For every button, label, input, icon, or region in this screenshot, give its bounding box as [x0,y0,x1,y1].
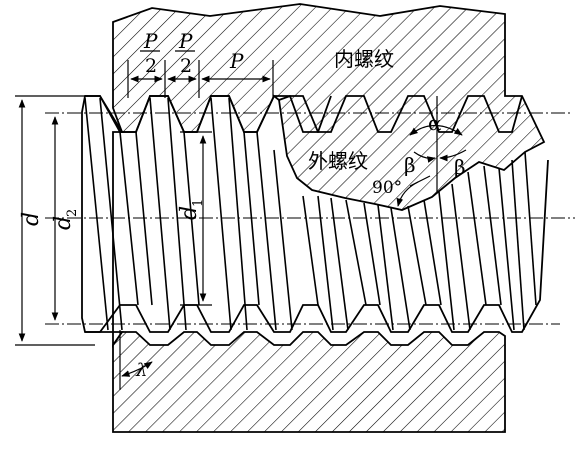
pitch-label: P [229,49,244,73]
alpha-label: α [428,111,442,135]
external-thread-label: 外螺纹 [308,149,368,173]
minor-diameter-label: d 1 [177,199,206,220]
internal-thread-label: 内螺纹 [334,47,394,71]
lead-angle-annotation [119,330,153,390]
beta-left-label: β [404,153,416,177]
pitch-half-denominator-1: 2 [145,55,157,77]
nut-upper-teeth-right [278,95,523,133]
major-diameter-label: d [19,212,44,226]
right-angle-label: 90° [372,178,402,198]
pitch-half-numerator-1: P [143,29,158,53]
pitch-diameter-base: d [51,216,76,230]
bolt-bottom-profile [85,159,549,333]
nut-lower-section [112,331,506,433]
pitch-diameter-label: d 2 [51,209,80,230]
pitch-diameter-sub: 2 [65,209,80,217]
pitch-half-denominator-2: 2 [180,55,192,77]
bolt-body [81,95,124,348]
bolt-helix-lines [84,97,537,331]
lead-angle-label: λ [135,360,147,381]
minor-diameter-sub: 1 [191,199,206,207]
pitch-dimensions [127,50,274,98]
reference-lines [45,112,575,325]
dimension-lines [15,95,212,346]
pitch-half-numerator-2: P [178,29,193,53]
angle-annotations [396,96,467,207]
bolt-top-profile [85,95,332,133]
beta-right-label: β [454,155,466,179]
minor-diameter-base: d [177,206,202,220]
nut-upper-section [112,3,546,211]
